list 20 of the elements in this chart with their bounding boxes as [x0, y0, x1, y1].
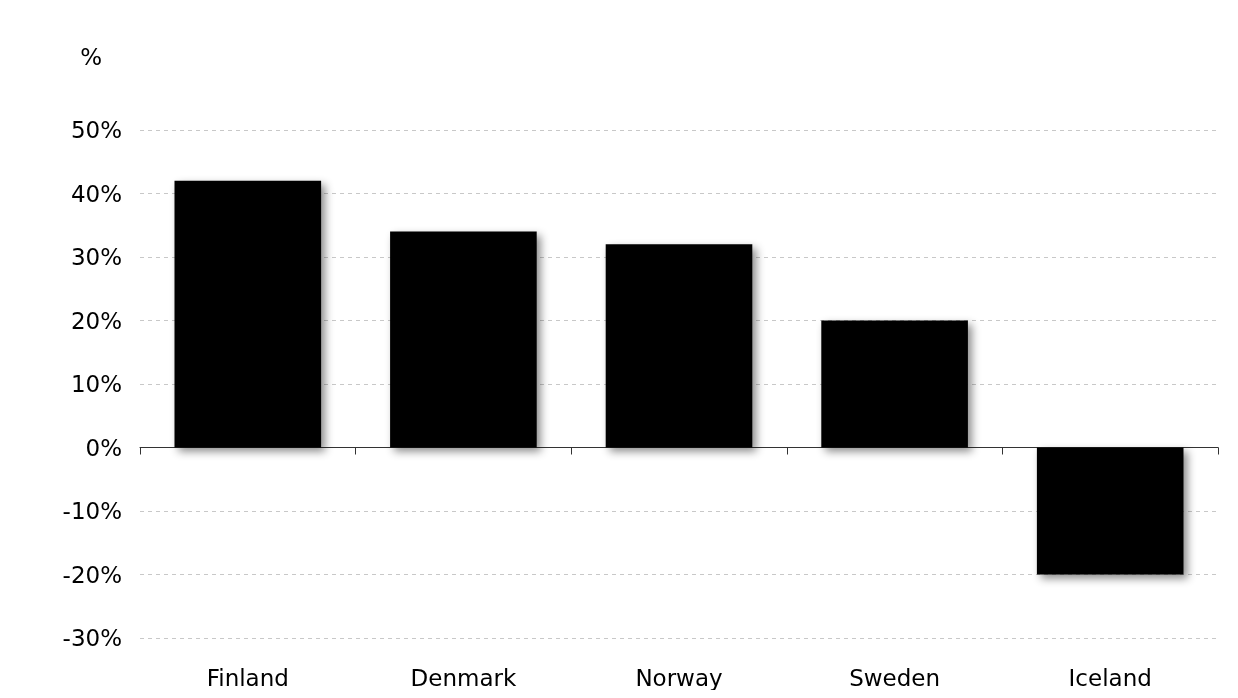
- y-tick-label: 10%: [70, 371, 122, 397]
- y-axis-title: %: [80, 43, 102, 70]
- x-tick-label: Denmark: [410, 664, 517, 691]
- x-tick-label: Iceland: [1068, 664, 1152, 691]
- bar: [1036, 447, 1184, 575]
- y-tick-label: 0%: [85, 434, 122, 461]
- x-tick-label: Finland: [206, 664, 289, 691]
- y-tick-label: 20%: [70, 307, 122, 334]
- bar: [821, 320, 968, 448]
- bar: [605, 244, 753, 448]
- y-tick-label: 30%: [70, 244, 122, 270]
- x-tick-label: Sweden: [849, 664, 941, 691]
- bar: [174, 180, 322, 448]
- y-tick-label: -20%: [62, 561, 122, 588]
- y-tick-label: 50%: [70, 117, 122, 143]
- y-tick-label: -10%: [62, 498, 122, 524]
- bar: [390, 231, 537, 448]
- x-tick-label: Norway: [635, 664, 723, 691]
- y-tick-label: 40%: [70, 180, 122, 207]
- y-tick-label: -30%: [62, 625, 122, 651]
